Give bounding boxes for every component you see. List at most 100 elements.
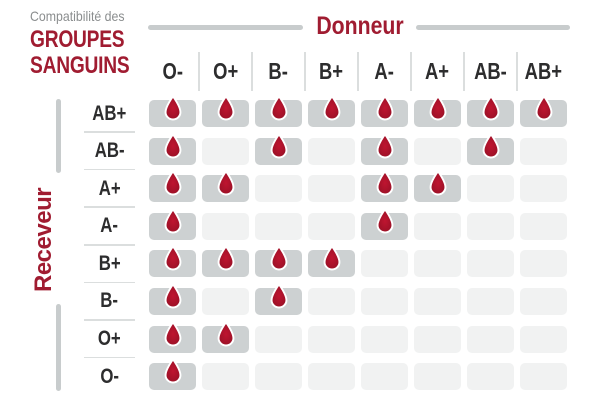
receiver-row-label-O+: O+ bbox=[83, 326, 136, 359]
blood-drop-icon bbox=[164, 320, 181, 346]
cell-B--from-A--incompatible bbox=[361, 287, 408, 315]
cell-AB+-from-O+-compatible bbox=[202, 94, 249, 127]
donor-col-header-AB-: AB- bbox=[467, 52, 518, 91]
cell-O--from-O--compatible bbox=[149, 357, 196, 391]
donor-col-header-O+: O+ bbox=[202, 52, 253, 91]
cell-AB--from-O+-incompatible bbox=[202, 137, 249, 165]
blood-drop-icon bbox=[217, 320, 234, 346]
cell-B--from-B+-incompatible bbox=[308, 287, 355, 315]
cell-AB+-from-AB--compatible bbox=[467, 94, 514, 127]
blood-drop-icon bbox=[164, 94, 181, 121]
donor-col-header-B-: B- bbox=[255, 52, 306, 91]
cell-A--from-O+-incompatible bbox=[202, 212, 249, 240]
cell-O--from-A+-incompatible bbox=[414, 363, 461, 391]
cell-A--from-AB+-incompatible bbox=[520, 212, 567, 240]
blood-drop-icon bbox=[270, 282, 287, 309]
cell-B+-from-A--incompatible bbox=[361, 250, 408, 278]
cell-A--from-O--compatible bbox=[149, 207, 196, 240]
donor-col-header-A-: A- bbox=[361, 52, 412, 91]
cell-A+-from-AB+-incompatible bbox=[520, 175, 567, 203]
cell-B+-from-O--compatible bbox=[149, 245, 196, 278]
donor-column-headers: O- O+ B- B+ A- A+ AB- AB+ bbox=[149, 52, 567, 91]
cell-B--from-O+-incompatible bbox=[202, 287, 249, 315]
cell-O+-from-O--compatible bbox=[149, 320, 196, 353]
cell-O+-from-O+-compatible bbox=[202, 320, 249, 353]
blood-drop-icon bbox=[217, 169, 234, 196]
cell-B+-from-AB+-incompatible bbox=[520, 250, 567, 278]
cell-A+-from-A--compatible bbox=[361, 169, 408, 203]
cell-AB--from-B--compatible bbox=[255, 132, 302, 165]
cell-AB--from-AB+-incompatible bbox=[520, 137, 567, 165]
cell-A+-from-A+-compatible bbox=[414, 169, 461, 203]
cell-A+-from-B--incompatible bbox=[255, 175, 302, 203]
blood-drop-icon bbox=[164, 357, 181, 384]
receiver-row-label-AB-: AB- bbox=[83, 138, 136, 171]
blood-drop-icon bbox=[429, 169, 446, 196]
cell-AB+-from-A+-compatible bbox=[414, 94, 461, 127]
cell-O--from-AB--incompatible bbox=[467, 363, 514, 391]
receiver-row-label-O-: O- bbox=[100, 364, 119, 388]
cell-B+-from-O+-compatible bbox=[202, 245, 249, 278]
receiver-row-label-B-: B- bbox=[83, 288, 136, 321]
receiver-row-label-B+: B+ bbox=[83, 250, 136, 284]
cell-O+-from-B--incompatible bbox=[255, 325, 302, 353]
cell-O--from-B+-incompatible bbox=[308, 363, 355, 391]
blood-drop-icon bbox=[217, 94, 234, 121]
blood-drop-icon bbox=[164, 132, 181, 158]
blood-drop-icon bbox=[164, 169, 181, 196]
blood-drop-icon bbox=[164, 207, 181, 234]
blood-drop-icon bbox=[270, 132, 287, 158]
receiver-row-label-A-: A- bbox=[83, 213, 136, 246]
cell-B--from-AB+-incompatible bbox=[520, 287, 567, 315]
blood-drop-icon bbox=[535, 94, 552, 121]
cell-AB--from-B+-incompatible bbox=[308, 137, 355, 165]
cell-A--from-A--compatible bbox=[361, 207, 408, 240]
receiver-divider-bottom bbox=[56, 304, 61, 391]
cell-AB+-from-B--compatible bbox=[255, 94, 302, 127]
blood-drop-icon bbox=[482, 132, 499, 158]
title-line2: SANGUINS bbox=[30, 52, 130, 79]
cell-B--from-O--compatible bbox=[149, 282, 196, 315]
receiver-row-labels: AB+ AB- A+ A- B+ B- O+ O- bbox=[83, 100, 136, 390]
blood-drop-icon bbox=[270, 245, 287, 271]
cell-AB+-from-B+-compatible bbox=[308, 94, 355, 127]
receiver-divider-top bbox=[56, 99, 61, 173]
cell-A+-from-AB--incompatible bbox=[467, 175, 514, 203]
cell-O--from-O+-incompatible bbox=[202, 363, 249, 391]
cell-O+-from-AB--incompatible bbox=[467, 325, 514, 353]
receiver-row-label-A+: A+ bbox=[83, 175, 136, 208]
cell-AB--from-A--compatible bbox=[361, 132, 408, 165]
cell-AB--from-AB--compatible bbox=[467, 132, 514, 165]
cell-A--from-B--incompatible bbox=[255, 212, 302, 240]
blood-drop-icon bbox=[217, 245, 234, 271]
cell-B+-from-AB--incompatible bbox=[467, 250, 514, 278]
cell-O--from-A--incompatible bbox=[361, 363, 408, 391]
blood-drop-icon bbox=[164, 245, 181, 271]
cell-O+-from-AB+-incompatible bbox=[520, 325, 567, 353]
cell-A+-from-O+-compatible bbox=[202, 169, 249, 203]
cell-A+-from-O--compatible bbox=[149, 169, 196, 203]
cell-AB+-from-A--compatible bbox=[361, 94, 408, 127]
cell-B+-from-B--compatible bbox=[255, 245, 302, 278]
cell-A--from-B+-incompatible bbox=[308, 212, 355, 240]
blood-drop-icon bbox=[376, 94, 393, 121]
donor-col-header-A+: A+ bbox=[414, 52, 465, 91]
receiver-axis-title: Receveur bbox=[30, 187, 57, 293]
cell-AB--from-A+-incompatible bbox=[414, 137, 461, 165]
cell-AB+-from-AB+-compatible bbox=[520, 94, 567, 127]
cell-O+-from-A--incompatible bbox=[361, 325, 408, 353]
cell-O+-from-A+-incompatible bbox=[414, 325, 461, 353]
blood-drop-icon bbox=[482, 94, 499, 121]
title-eyebrow: Compatibilité des bbox=[30, 8, 125, 24]
blood-drop-icon bbox=[164, 282, 181, 309]
blood-drop-icon bbox=[376, 169, 393, 196]
donor-divider-right bbox=[416, 25, 570, 30]
cell-A+-from-B+-incompatible bbox=[308, 175, 355, 203]
cell-B--from-AB--incompatible bbox=[467, 287, 514, 315]
blood-drop-icon bbox=[323, 245, 340, 271]
blood-drop-icon bbox=[270, 94, 287, 121]
cell-AB+-from-O--compatible bbox=[149, 94, 196, 127]
cell-B--from-B--compatible bbox=[255, 282, 302, 315]
donor-axis-title: Donneur bbox=[316, 12, 404, 40]
